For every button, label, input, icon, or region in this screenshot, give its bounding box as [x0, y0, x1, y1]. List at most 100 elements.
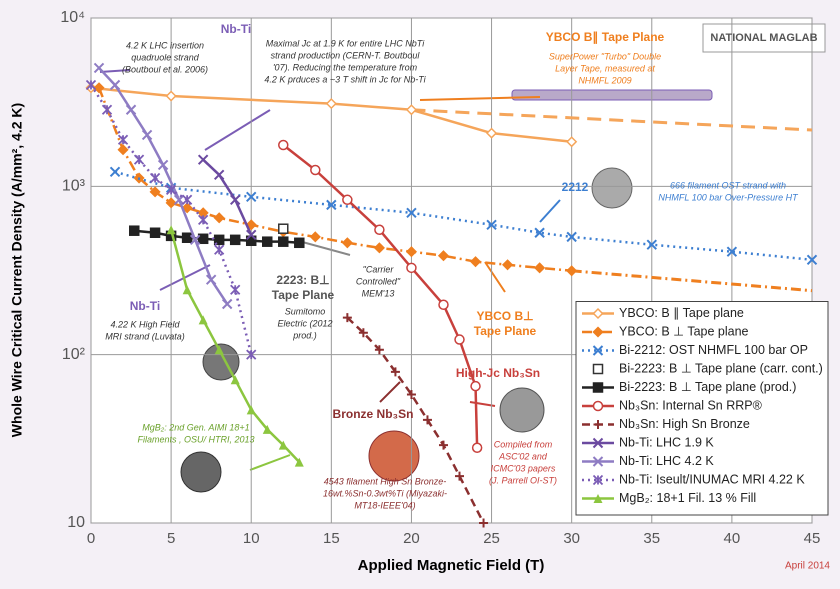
strand-image [368, 430, 420, 482]
x-tick-label: 35 [643, 530, 660, 547]
x-tick-label: 30 [563, 530, 580, 547]
y-axis-title: Whole Wire Critical Current Density (A/m… [9, 103, 25, 437]
legend-label: Bi-2212: OST NHMFL 100 bar OP [619, 343, 808, 357]
marker [173, 194, 185, 205]
decorations [99, 23, 826, 493]
marker [592, 400, 604, 412]
marker [93, 62, 105, 74]
marker [406, 389, 416, 399]
marker [101, 104, 113, 115]
annotation: 2212 [562, 180, 589, 194]
marker [117, 144, 129, 156]
marker [230, 284, 241, 295]
marker [341, 237, 353, 249]
marker [437, 250, 450, 262]
annotation: YBCO B∥ Tape Plane [546, 30, 665, 44]
legend-label: Bi-2223: B ⊥ Tape plane (carr. cont.) [619, 361, 823, 375]
annotation: 4.2 K LHC insertion [126, 40, 204, 50]
annotation: 4543 filament High Sn Bronze- [324, 476, 447, 486]
marker [406, 207, 417, 219]
marker [405, 104, 418, 116]
marker [294, 237, 305, 249]
marker [373, 242, 385, 254]
strand-image [180, 451, 222, 493]
marker [197, 154, 209, 165]
series-line [90, 86, 572, 143]
legend-label: YBCO: B ∥ Tape plane [619, 306, 744, 320]
marker [245, 219, 257, 231]
marker [197, 233, 209, 245]
marker [479, 518, 489, 528]
marker [182, 285, 192, 295]
marker [93, 82, 105, 94]
annotation: YBCO B⊥ [476, 309, 533, 323]
marker [593, 420, 603, 429]
marker [189, 234, 201, 246]
annotation: High-Jc Nb₃Sn [456, 366, 540, 380]
annotation: Nb-Ti [130, 299, 160, 313]
x-tick-label: 45 [804, 530, 821, 547]
strand-image [591, 167, 633, 209]
marker [726, 246, 738, 257]
marker [246, 349, 257, 360]
x-axis-title: Applied Magnetic Field (T) [358, 557, 545, 574]
x-tick-label: 20 [403, 530, 420, 547]
fit-line [571, 269, 813, 293]
marker [374, 224, 385, 236]
tape-image [511, 89, 713, 101]
marker [454, 334, 465, 345]
marker [198, 214, 209, 226]
marker [181, 194, 193, 205]
marker [109, 79, 121, 91]
marker [246, 405, 256, 415]
marker [205, 274, 217, 285]
annotation: ICMC'03 papers [491, 463, 556, 473]
marker [486, 219, 497, 230]
marker [593, 494, 603, 503]
annotation: Filaments , OSU/ HTRI, 2013 [137, 434, 254, 444]
marker [213, 234, 225, 246]
annotation: MRI strand (Luvata) [105, 331, 185, 341]
annotation: NHMFL 100 bar Over-Pressure HT [658, 192, 799, 202]
annotation: 666 filament OST strand with [670, 180, 786, 190]
annotation: (Boutboul et al. 2006) [122, 64, 208, 74]
annotation: prod.) [292, 330, 317, 340]
marker [181, 202, 193, 214]
logo-box [702, 23, 826, 53]
marker [149, 227, 161, 238]
marker [310, 164, 321, 176]
annotation: Layer Tape, measured at [555, 63, 655, 73]
marker [374, 345, 384, 355]
marker [133, 154, 145, 165]
marker [592, 326, 604, 338]
annotation: 2223: B⊥ [276, 273, 329, 287]
marker [566, 136, 578, 148]
marker [213, 169, 225, 181]
marker [214, 244, 225, 255]
annotation: Tape Plane [474, 324, 537, 338]
marker [262, 424, 272, 434]
marker [246, 191, 257, 203]
marker [592, 307, 604, 320]
marker [469, 256, 482, 268]
strand-image [499, 387, 545, 433]
marker [566, 265, 578, 277]
series-line [202, 158, 253, 236]
legend-label: Nb-Ti: LHC 1.9 K [619, 435, 714, 449]
marker [129, 225, 140, 236]
annotation: NHMFL 2009 [578, 75, 631, 85]
marker [326, 199, 337, 211]
marker [325, 98, 337, 110]
marker [221, 298, 233, 310]
marker [149, 186, 161, 198]
marker [470, 380, 481, 392]
legend: YBCO: B ∥ Tape plane YBCO: B ⊥ Tape plane… [575, 301, 829, 516]
marker [85, 79, 97, 91]
annotation: Nb-Ti [221, 22, 251, 36]
marker [214, 345, 224, 355]
grid: 0 5 10 15 20 25 30 35 40 45 10 10² 10³ 10⁴ [60, 9, 820, 547]
marker [141, 129, 153, 141]
annotation: SuperPower "Turbo" Double [549, 51, 661, 61]
legend-box [575, 301, 829, 516]
